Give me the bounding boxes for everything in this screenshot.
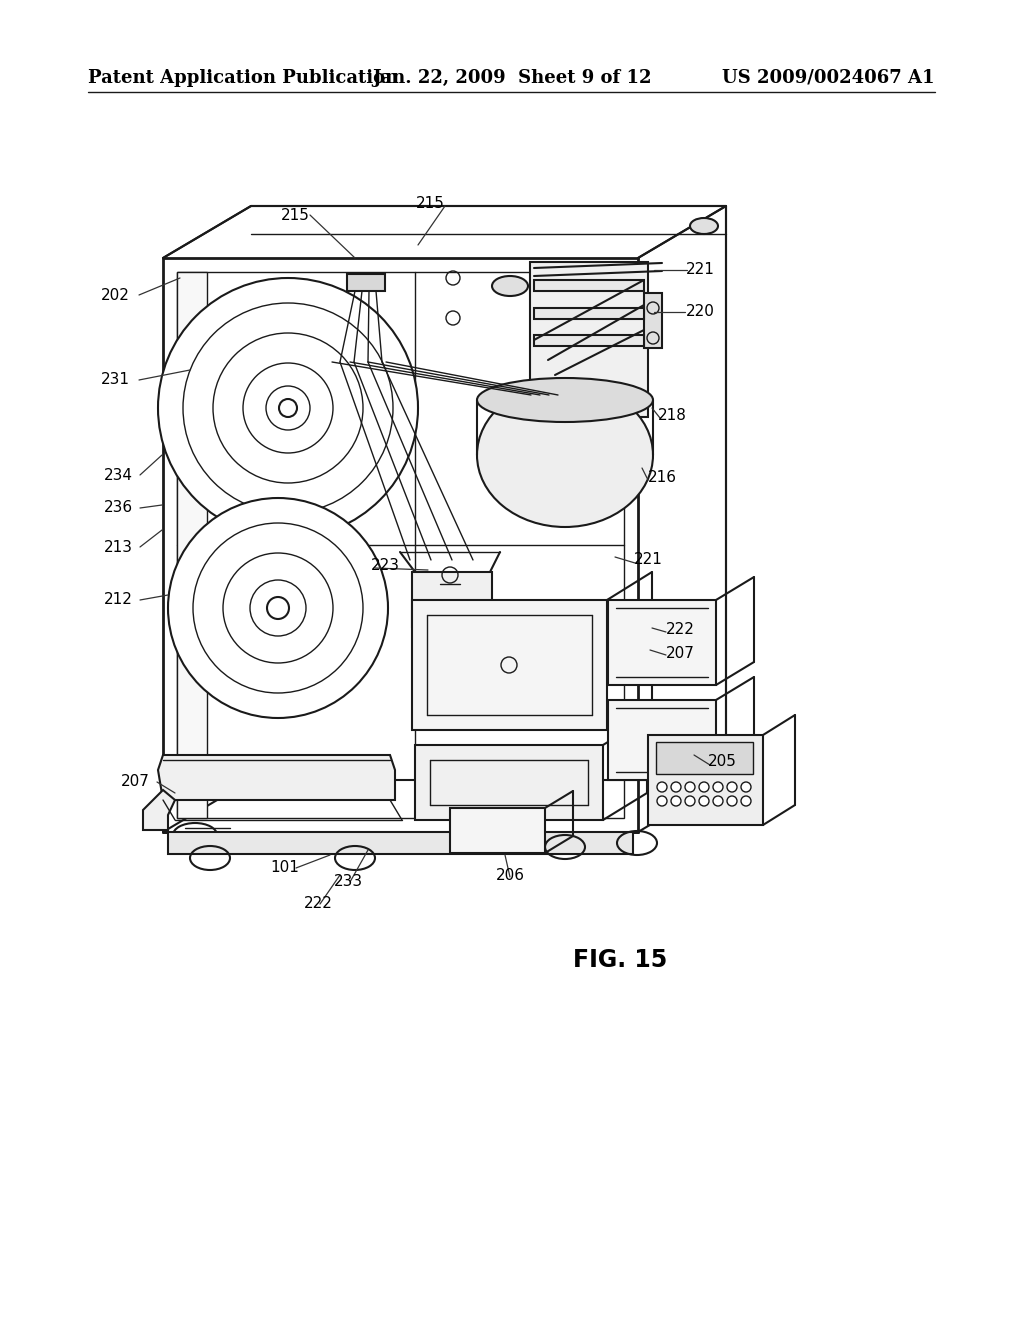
Ellipse shape [671,781,681,792]
Ellipse shape [657,781,667,792]
Text: 212: 212 [103,593,132,607]
Bar [534,308,644,319]
Text: 215: 215 [281,207,309,223]
Ellipse shape [699,796,709,807]
Text: 221: 221 [685,263,715,277]
Bar [347,275,385,290]
Text: Patent Application Publication: Patent Application Publication [88,69,398,87]
Bar [412,601,607,730]
Text: 234: 234 [103,467,132,483]
Text: 213: 213 [103,540,132,554]
Text: 101: 101 [270,861,299,875]
Text: 221: 221 [634,553,663,568]
Text: 215: 215 [416,195,444,210]
Bar [648,735,763,825]
Bar [530,261,648,417]
Polygon shape [143,789,175,830]
Bar [656,742,753,774]
Ellipse shape [477,383,653,527]
Text: 205: 205 [708,755,736,770]
Text: FIG. 15: FIG. 15 [572,948,667,972]
Ellipse shape [279,399,297,417]
Ellipse shape [727,796,737,807]
Text: US 2009/0024067 A1: US 2009/0024067 A1 [723,69,935,87]
Bar [177,272,624,818]
Ellipse shape [158,279,418,539]
Ellipse shape [657,796,667,807]
Text: 207: 207 [121,775,150,789]
Bar [608,700,716,780]
Text: 223: 223 [371,557,399,573]
Ellipse shape [741,781,751,792]
Ellipse shape [685,781,695,792]
Bar [412,572,492,627]
Ellipse shape [168,498,388,718]
Ellipse shape [492,276,528,296]
Text: 222: 222 [303,896,333,912]
Ellipse shape [690,218,718,234]
Bar [534,280,644,290]
Ellipse shape [671,796,681,807]
Bar [644,293,662,348]
Bar [534,335,644,346]
Bar [415,744,603,820]
Ellipse shape [267,597,289,619]
Text: 218: 218 [657,408,686,422]
Text: 231: 231 [100,372,129,388]
Ellipse shape [699,781,709,792]
Polygon shape [158,755,395,800]
Text: 233: 233 [334,874,362,890]
Text: 216: 216 [647,470,677,484]
Bar [177,272,207,818]
Text: 206: 206 [496,867,524,883]
Ellipse shape [685,796,695,807]
Text: 236: 236 [103,500,132,516]
Ellipse shape [727,781,737,792]
Text: Jan. 22, 2009  Sheet 9 of 12: Jan. 22, 2009 Sheet 9 of 12 [373,69,651,87]
Text: 207: 207 [666,645,694,660]
Bar [168,832,633,854]
Ellipse shape [741,796,751,807]
Text: 220: 220 [685,305,715,319]
Text: 222: 222 [666,623,694,638]
Ellipse shape [713,796,723,807]
Ellipse shape [477,378,653,422]
Text: 202: 202 [100,288,129,302]
Bar [450,808,545,853]
Ellipse shape [713,781,723,792]
Bar [608,601,716,685]
